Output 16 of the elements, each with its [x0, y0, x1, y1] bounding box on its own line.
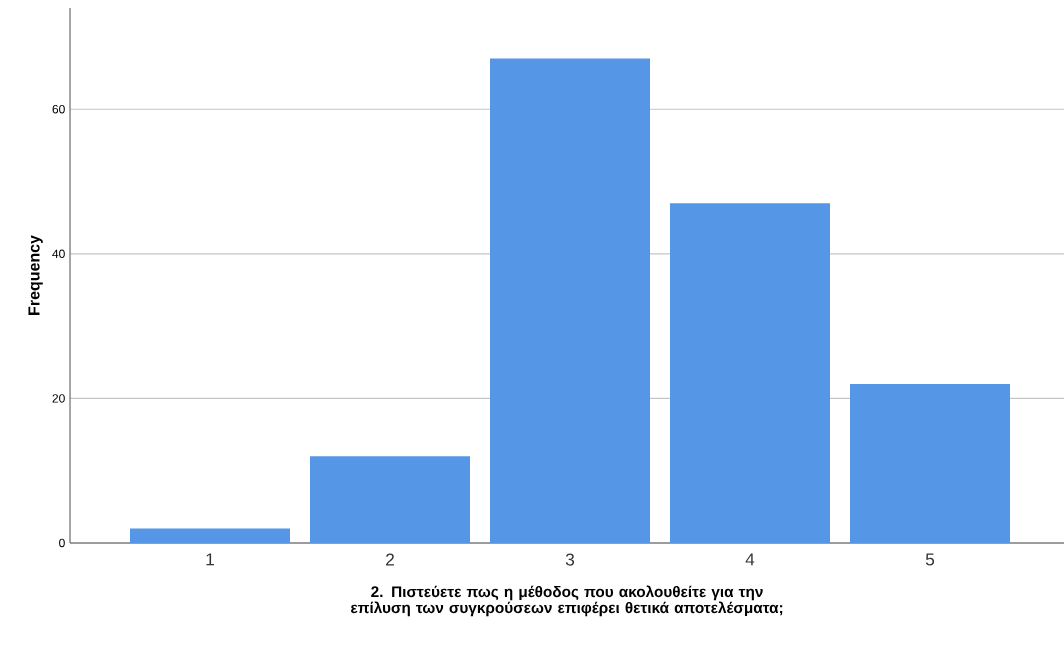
- bar: [670, 203, 831, 543]
- x-tick-label: 3: [565, 553, 575, 566]
- y-tick-label: 60: [52, 104, 65, 114]
- x-tick-label: 2: [386, 553, 394, 566]
- bar: [850, 383, 1011, 543]
- y-tick-label: 20: [52, 394, 65, 403]
- bar: [490, 58, 651, 543]
- y-axis-title: Frequency: [28, 235, 43, 315]
- x-axis-title: 2. Πιστεύετε πως η μέθοδος που ακολουθείτε για την επίλυση των συγκρούσεων επιφέρει θετικά αποτελέσματα;: [351, 585, 783, 617]
- bar: [130, 528, 291, 543]
- x-tick-label: 5: [925, 553, 935, 566]
- y-tick-label: 40: [52, 249, 65, 259]
- y-tick-label: 0: [59, 538, 65, 548]
- x-tick-label: 4: [745, 553, 755, 566]
- x-tick-label: 1: [206, 553, 214, 566]
- bar: [310, 456, 471, 543]
